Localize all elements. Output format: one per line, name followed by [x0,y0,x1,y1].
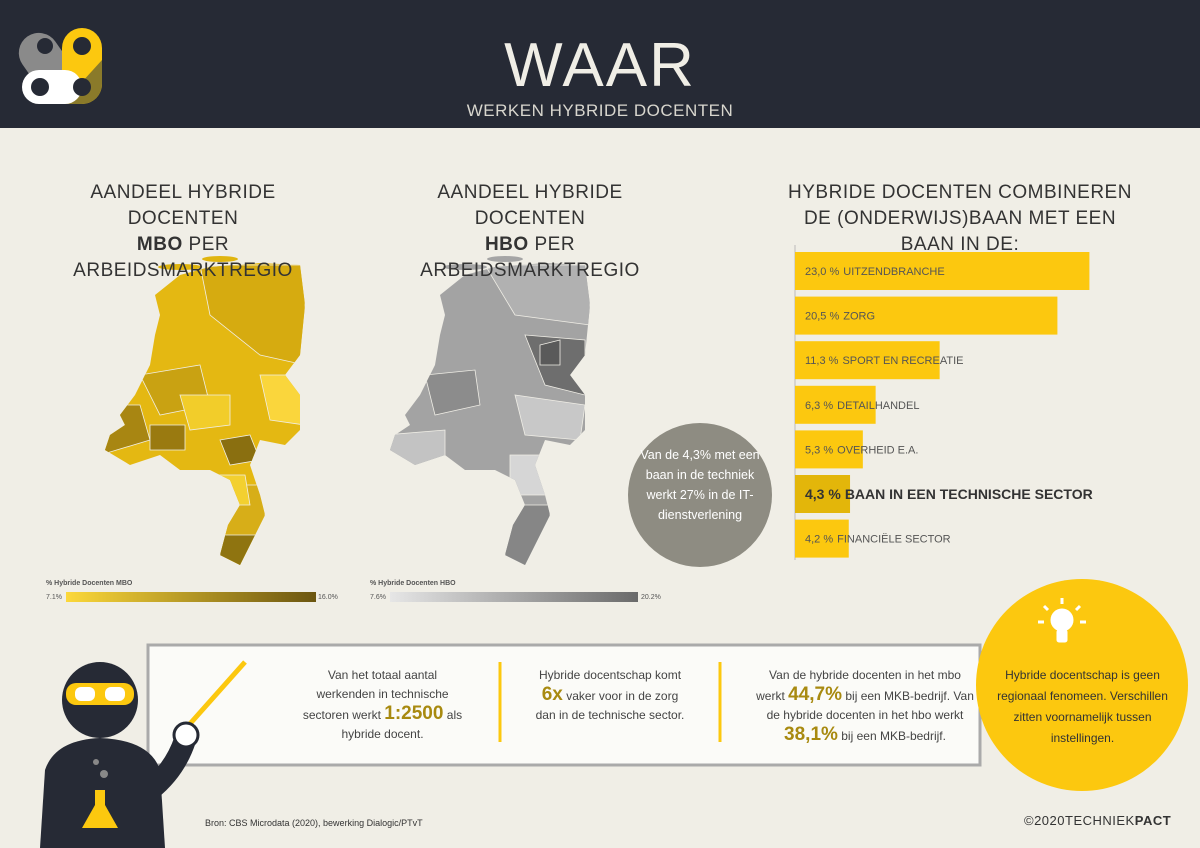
bar-label: 20,5 % ZORG [805,311,875,323]
fact: Hybride docentschap komt 6x vaker voor i… [535,666,685,725]
value-label: 4,2 % [805,534,833,546]
category-label: UITZENDBRANCHE [843,266,944,278]
map-title-line: AANDEEL HYBRIDE DOCENTEN [437,182,623,229]
header-bar [0,0,1200,128]
value-label: 11,3 % [805,355,839,367]
brand-bold: PACT [1134,813,1172,828]
chart-title: HYBRIDE DOCENTEN COMBINEREN DE (ONDERWIJ… [788,182,1132,255]
map-title-line: PER ARBEIDSMARKTREGIO [420,234,640,281]
fact-text: Van de hybride docenten in het mbo werkt [756,668,961,703]
bar [795,252,1090,290]
fact-text: Hybride docentschap komt [538,668,682,682]
value-label: 20,5 % [805,311,839,323]
map-mbo [105,256,305,565]
bar [795,475,851,513]
facts-box [146,643,982,767]
map-hbo [390,256,590,565]
bar [795,430,863,469]
category-label: DETAILHANDEL [837,400,919,412]
category-label: FINANCIËLE SECTOR [837,534,951,546]
annotation: Van de 4,3% met een baan in de techniek … [640,448,760,522]
map-title: AANDEEL HYBRIDE DOCENTEN MBO PER ARBEIDSM… [33,180,333,284]
legend-title: % Hybride Docenten MBO [46,580,133,587]
category-label: OVERHEID E.A. [837,444,918,456]
fact: Van het totaal aantal werkenden in techn… [300,666,465,744]
value-label: 4,3 % [805,486,841,502]
map-title-bold: HBO [484,234,529,255]
legend-max: 16.0% [318,594,338,601]
category-label: BAAN IN EEN TECHNISCHE SECTOR [845,486,1093,502]
bar-label: 11,3 % SPORT EN RECREATIE [805,355,963,367]
map-title-line: PER ARBEIDSMARKTREGIO [73,234,293,281]
legend-max: 20.2% [641,594,661,601]
map-title-bold: MBO [136,234,183,255]
value-label: 23,0 % [805,266,839,278]
category-label: SPORT EN RECREATIE [842,355,963,367]
callout-circle [976,579,1188,791]
fact-highlight: 38,1% [784,724,838,745]
annotation-bubble [628,423,772,567]
character [40,660,247,848]
fact-highlight: 44,7% [788,684,843,705]
bar [795,341,940,380]
source: Bron: CBS Microdata (2020), bewerking Di… [205,818,423,828]
copyright-year: ©2020 [1024,813,1065,828]
bar-label: 23,0 % UITZENDBRANCHE [805,266,945,278]
brand: TECHNIEK [1065,813,1135,828]
title: WAAR [504,31,696,100]
fact: Van de hybride docenten in het mbo werkt… [755,666,975,746]
map-title-line: AANDEEL HYBRIDE DOCENTEN [90,182,276,229]
value-label: 6,3 % [805,400,833,412]
value-label: 5,3 % [805,444,833,456]
fact-text: bij een MKB-bedrijf. Van de hybride doce… [766,689,974,722]
fact-text: bij een MKB-bedrijf. [841,729,946,743]
category-label: ZORG [843,311,875,323]
bar-label: 5,3 % OVERHEID E.A. [805,444,918,456]
fact-text: Van het totaal aantal werkenden in techn… [302,668,449,722]
bulb-icon [1038,598,1086,643]
logo [18,28,102,104]
bar [795,519,849,558]
fact-highlight: 6x [541,684,563,705]
bar-label: 4,3 % BAAN IN EEN TECHNISCHE SECTOR [805,486,1093,502]
bar [795,296,1058,335]
legend-scale [390,592,638,602]
copyright: ©2020TECHNIEKPACT [1024,813,1171,828]
fact-highlight: 1:2500 [384,703,444,724]
legend-min: 7.6% [370,594,386,601]
legend-min: 7.1% [46,594,62,601]
bar-label: 4,2 % FINANCIËLE SECTOR [805,534,951,546]
legend-title: % Hybride Docenten HBO [370,580,456,587]
fact-text: als hybride docent. [341,708,463,741]
bar-label: 6,3 % DETAILHANDEL [805,400,919,412]
callout-text: Hybride docentschap is geen regionaal fe… [997,668,1168,745]
map-title: AANDEEL HYBRIDE DOCENTEN HBO PER ARBEIDSM… [380,180,680,284]
legend-scale [66,592,316,602]
fact-text: vaker voor in de zorg dan in de technisc… [535,689,685,722]
subtitle: WERKEN HYBRIDE DOCENTEN [466,101,734,120]
bar [795,385,876,424]
